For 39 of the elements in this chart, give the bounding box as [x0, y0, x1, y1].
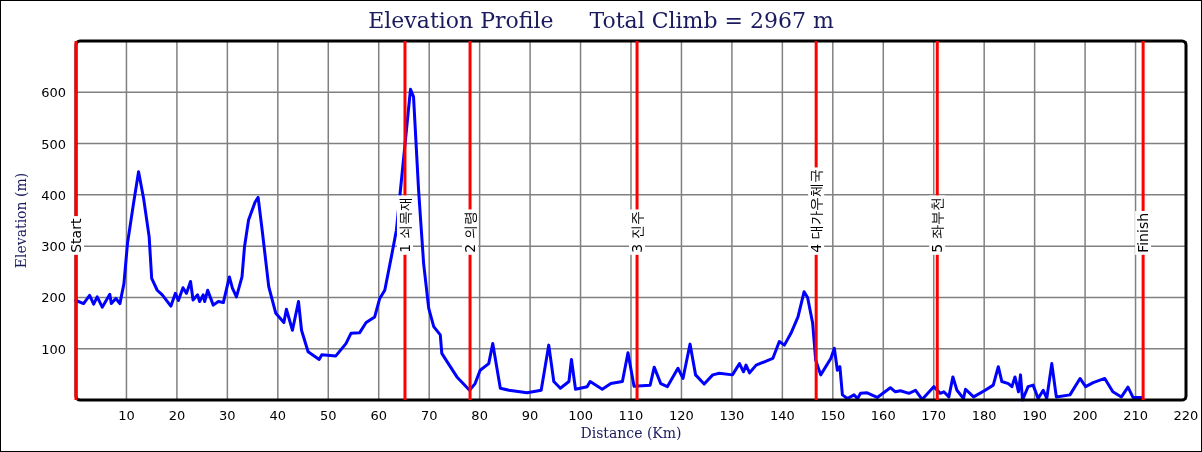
- ref-line-label: Start: [68, 218, 84, 253]
- x-tick-label: 110: [618, 408, 644, 423]
- x-tick-label: 190: [1022, 408, 1048, 423]
- x-tick-label: 90: [521, 408, 539, 423]
- x-tick-label: 220: [1173, 408, 1199, 423]
- x-axis-title: Distance (Km): [580, 425, 682, 441]
- x-tick-label: 30: [219, 408, 236, 423]
- chart-title: Elevation Profile: [368, 8, 554, 33]
- x-tick-label: 120: [669, 408, 694, 423]
- ref-line-label: 1 쇠목재: [396, 197, 413, 253]
- x-tick-label: 100: [568, 408, 593, 423]
- x-tick-label: 50: [320, 408, 337, 423]
- y-tick-label: 300: [41, 239, 66, 255]
- x-tick-label: 210: [1123, 408, 1148, 423]
- ref-line-label: 2 의령: [462, 211, 479, 253]
- x-tick-label: 140: [769, 408, 795, 423]
- x-tick-label: 130: [719, 408, 745, 423]
- x-tick-label: 160: [870, 408, 896, 423]
- x-tick-label: 200: [1072, 408, 1098, 423]
- y-tick-label: 500: [41, 136, 66, 152]
- ref-line-label: 4 대가우체국: [808, 169, 825, 253]
- x-tick-label: 170: [921, 408, 947, 423]
- y-tick-label: 200: [41, 290, 66, 306]
- y-tick-label: 600: [41, 85, 66, 101]
- chart-subtitle: Total Climb = 2967 m: [589, 8, 834, 33]
- x-tick-label: 10: [118, 408, 135, 423]
- ref-line-label: 5 좌부천: [929, 197, 946, 253]
- x-tick-label: 40: [269, 408, 287, 423]
- y-tick-label: 400: [41, 187, 66, 203]
- x-tick-label: 150: [820, 408, 846, 423]
- ref-line-label: Finish: [1135, 212, 1152, 253]
- x-tick-label: 20: [168, 408, 186, 423]
- ref-line-label: 3 진주: [629, 211, 646, 253]
- x-tick-label: 60: [370, 408, 387, 423]
- y-axis-title: Elevation (m): [13, 172, 29, 269]
- y-tick-label: 100: [41, 341, 66, 357]
- x-tick-label: 80: [471, 408, 488, 423]
- x-tick-label: 180: [971, 408, 997, 423]
- x-tick-label: 70: [420, 408, 438, 423]
